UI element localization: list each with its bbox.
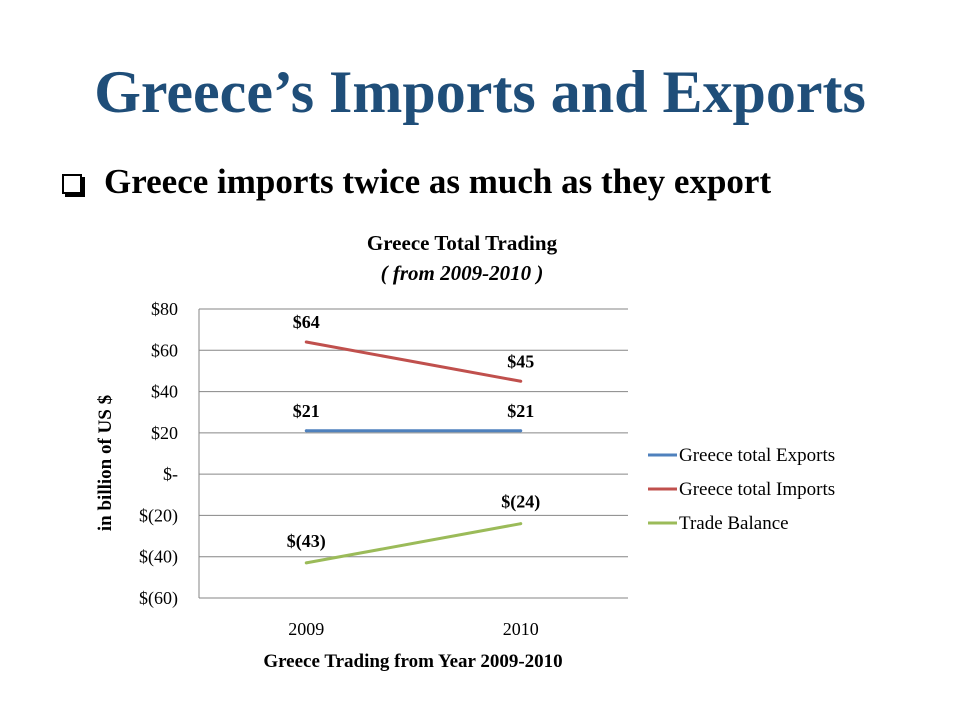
chart-series [304, 340, 523, 565]
y-tick-label: $(20) [139, 505, 178, 526]
chart-title: Greece Total Trading [367, 231, 558, 255]
chart-gridlines [198, 308, 628, 599]
data-labels: $21 $21 $64 $45 $(43) $(24) [287, 312, 541, 552]
y-tick-label: $40 [151, 382, 178, 402]
data-point-exports [304, 429, 308, 433]
series-line-balance [305, 522, 522, 565]
y-tick-label: $(60) [139, 588, 178, 609]
data-point-imports [519, 379, 523, 383]
x-axis-ticks: 2009 2010 [288, 619, 539, 639]
data-point-balance [519, 522, 523, 526]
chart-subtitle: ( from 2009-2010 ) [381, 261, 544, 285]
x-axis-label: Greece Trading from Year 2009-2010 [263, 651, 562, 672]
data-point-imports [304, 340, 308, 344]
data-label-balance: $(43) [287, 531, 326, 552]
data-label-imports: $45 [507, 351, 534, 371]
data-label-balance: $(24) [501, 492, 540, 513]
data-point-balance [304, 561, 308, 565]
y-tick-label: $80 [151, 299, 178, 319]
legend-entry-exports: Greece total Exports [679, 445, 835, 466]
y-tick-label: $20 [151, 423, 178, 443]
y-tick-label: $(40) [139, 547, 178, 568]
y-axis-ticks: $80 $60 $40 $20 $- $(20) $(40) $(60) [139, 299, 178, 609]
legend-entry-imports: Greece total Imports [679, 479, 835, 500]
slide-title: Greece’s Imports and Exports [94, 59, 866, 125]
bullet-text: Greece imports twice as much as they exp… [104, 162, 772, 201]
x-tick-label: 2009 [288, 619, 324, 639]
chart-legend: Greece total Exports Greece total Imports… [648, 445, 835, 534]
series-line-imports [305, 340, 522, 383]
legend-entry-balance: Trade Balance [679, 513, 789, 534]
y-axis-label: in billion of US $ [95, 395, 116, 531]
bullet-point: Greece imports twice as much as they exp… [62, 162, 771, 202]
data-label-exports: $21 [293, 401, 320, 421]
y-tick-label: $60 [151, 340, 178, 360]
data-point-exports [519, 429, 523, 433]
data-label-exports: $21 [507, 401, 534, 421]
data-label-imports: $64 [293, 312, 320, 332]
y-tick-label: $- [163, 464, 178, 484]
checkbox-bullet-icon [62, 174, 82, 194]
x-tick-label: 2010 [503, 619, 539, 639]
